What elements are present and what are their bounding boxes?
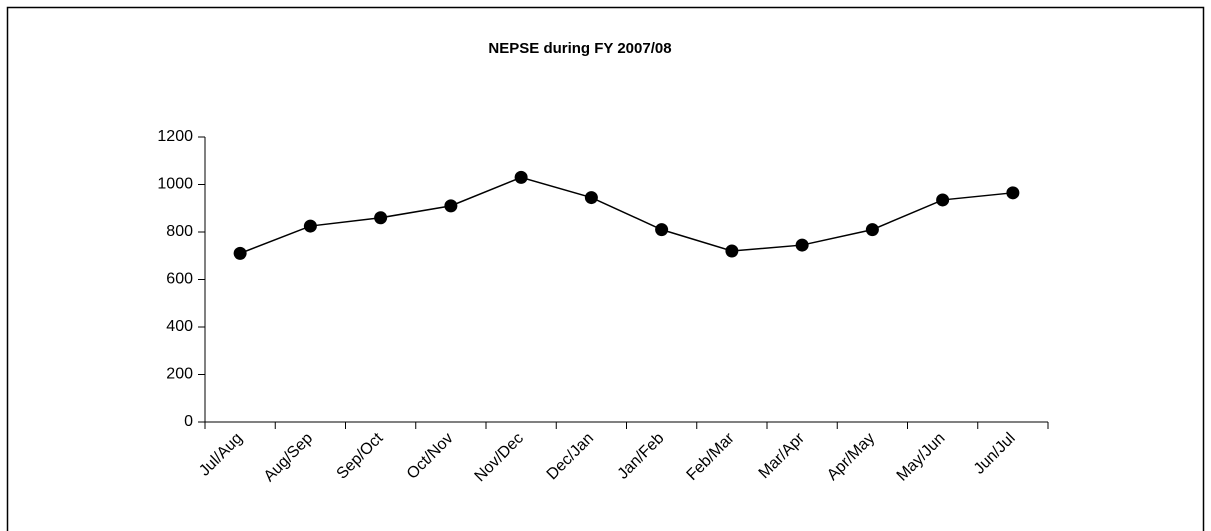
y-tick-label: 800 [166, 223, 193, 240]
marker [514, 170, 528, 184]
x-tick-label: Jul/Aug [196, 430, 246, 480]
y-tick-label: 1000 [157, 176, 193, 193]
x-tick-label: Jun/Jul [971, 430, 1019, 478]
x-tick-label: Aug/Sep [261, 430, 317, 486]
marker [303, 219, 317, 233]
x-tick-label: Oct/Nov [404, 430, 457, 483]
y-tick-label: 600 [166, 271, 193, 288]
marker [865, 223, 879, 237]
x-tick-label: Mar/Apr [756, 429, 809, 482]
x-tick-label: Nov/Dec [472, 430, 527, 485]
x-tick-label: Apr/May [824, 430, 878, 484]
marker [233, 246, 247, 260]
y-tick-label: 200 [166, 366, 193, 383]
x-tick-label: Feb/Mar [684, 429, 739, 484]
marker [444, 199, 458, 213]
marker [936, 193, 950, 207]
y-tick-label: 1200 [157, 128, 193, 145]
marker [1006, 186, 1020, 200]
x-tick-label: Sep/Oct [334, 429, 387, 482]
x-tick-label: May/Jun [894, 430, 949, 485]
chart-title: NEPSE during FY 2007/08 [488, 40, 671, 57]
marker [795, 238, 809, 252]
marker [655, 223, 669, 237]
marker [374, 211, 388, 225]
x-tick-label: Jan/Feb [615, 430, 668, 483]
frame [6, 6, 1205, 531]
y-tick-label: 0 [184, 413, 193, 430]
y-tick-label: 400 [166, 318, 193, 335]
x-tick-label: Dec/Jan [544, 430, 598, 484]
marker [725, 244, 739, 258]
line [239, 176, 1013, 255]
marker [584, 191, 598, 205]
